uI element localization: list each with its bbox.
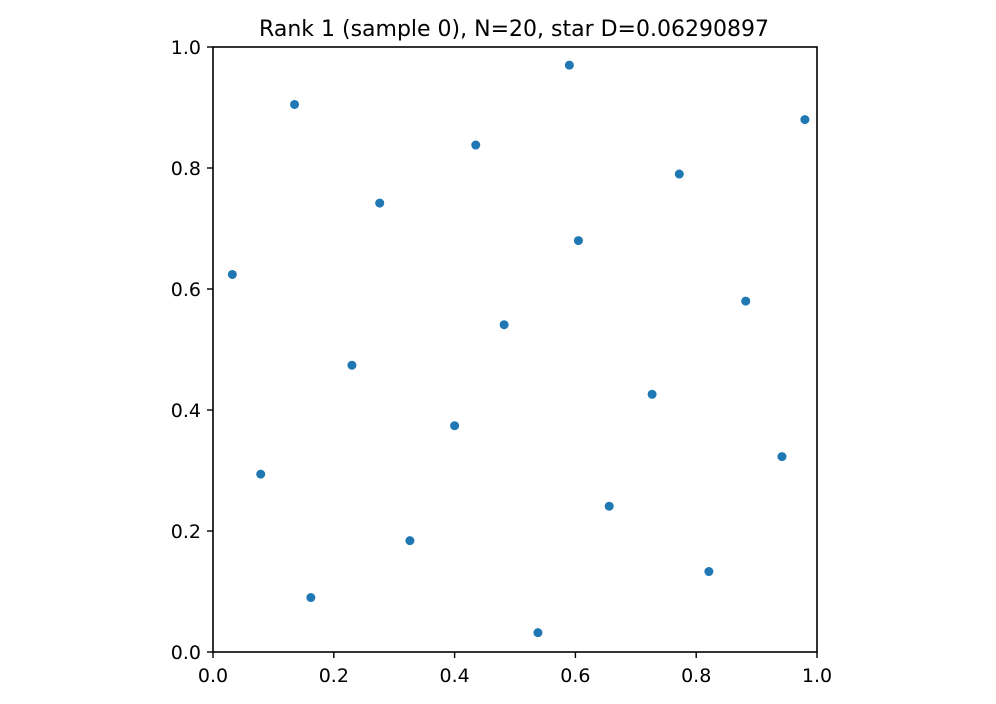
data-point [450, 421, 460, 431]
data-point [564, 60, 574, 70]
data-point [573, 236, 583, 246]
y-tick-label: 1.0 [171, 37, 201, 59]
data-point [674, 169, 684, 179]
data-point [227, 269, 237, 279]
data-point [704, 567, 714, 577]
data-point [533, 628, 543, 638]
y-tick-label: 0.0 [171, 642, 201, 664]
plot-frame [212, 46, 818, 653]
y-tick-label: 0.8 [171, 158, 201, 180]
data-point [306, 593, 316, 603]
data-point [604, 501, 614, 511]
x-tick-label: 0.2 [319, 665, 349, 687]
y-tick-label: 0.6 [171, 279, 201, 301]
axis-ticks: 0.0 0.2 0.4 0.6 0.8 1.0 0.0 0.2 0.4 0.6 0.8 1.0 [171, 37, 832, 687]
data-point [290, 99, 300, 109]
x-tick-label: 0.0 [198, 665, 228, 687]
data-point [741, 296, 751, 306]
x-tick-label: 0.6 [560, 665, 590, 687]
data-point [256, 469, 266, 479]
y-tick-label: 0.4 [171, 400, 201, 422]
data-point [777, 452, 787, 462]
data-point [347, 360, 357, 370]
chart-title: Rank 1 (sample 0), N=20, star D=0.062908… [259, 17, 769, 42]
data-point [800, 115, 810, 125]
x-tick-label: 0.4 [439, 665, 469, 687]
data-point [405, 536, 415, 546]
x-tick-label: 1.0 [802, 665, 832, 687]
data-point [471, 140, 481, 150]
y-tick-label: 0.2 [171, 521, 201, 543]
data-point [499, 320, 509, 330]
x-tick-label: 0.8 [681, 665, 711, 687]
data-points [227, 60, 810, 638]
data-point [375, 198, 385, 208]
data-point [647, 389, 657, 399]
